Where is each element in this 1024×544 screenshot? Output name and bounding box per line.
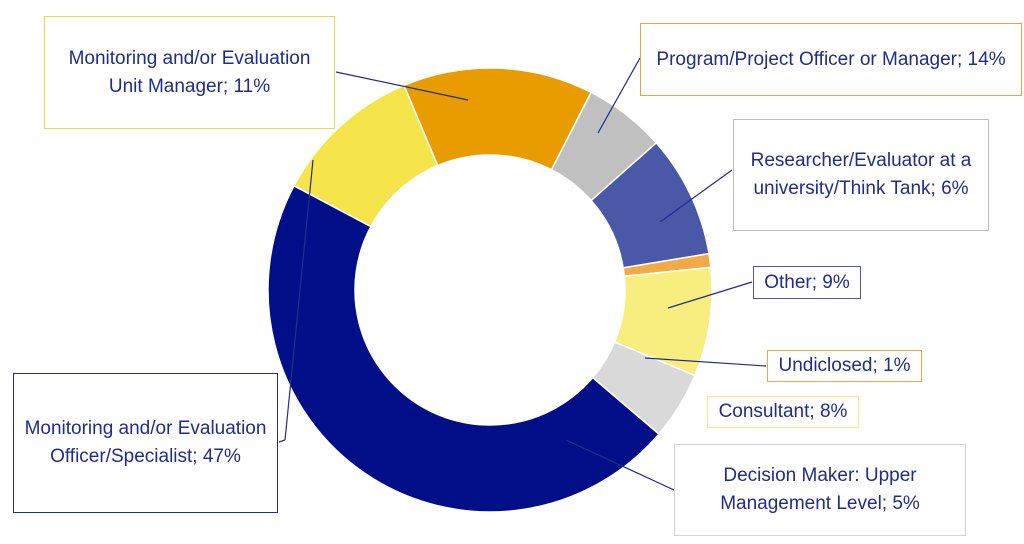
label-other: Other; 9% xyxy=(753,266,861,299)
label-me-officer-specialist: Monitoring and/or Evaluation Officer/Spe… xyxy=(13,373,278,513)
leader-other xyxy=(667,281,753,309)
leader-me-officer-tail xyxy=(278,439,286,443)
leader-decision-maker xyxy=(565,439,675,491)
label-undisclosed: Undiclosed; 1% xyxy=(767,350,922,382)
label-decision-maker: Decision Maker: Upper Management Level; … xyxy=(674,444,966,536)
leader-undisclosed xyxy=(644,357,767,367)
leader-researcher xyxy=(659,169,733,223)
leader-lines xyxy=(278,57,767,491)
leader-program-project-officer xyxy=(597,57,641,134)
leader-me-unit-manager xyxy=(335,71,469,101)
label-program-project-officer: Program/Project Officer or Manager; 14% xyxy=(640,23,1022,96)
slice-monitoring-and-or-evaluation-officer-specialist xyxy=(267,184,660,513)
label-consultant: Consultant; 8% xyxy=(707,396,859,428)
label-me-unit-manager: Monitoring and/or Evaluation Unit Manage… xyxy=(44,16,335,129)
leader-me-officer xyxy=(284,159,314,441)
label-researcher-evaluator: Researcher/Evaluator at a university/Thi… xyxy=(733,119,989,231)
donut-slices xyxy=(267,67,713,513)
